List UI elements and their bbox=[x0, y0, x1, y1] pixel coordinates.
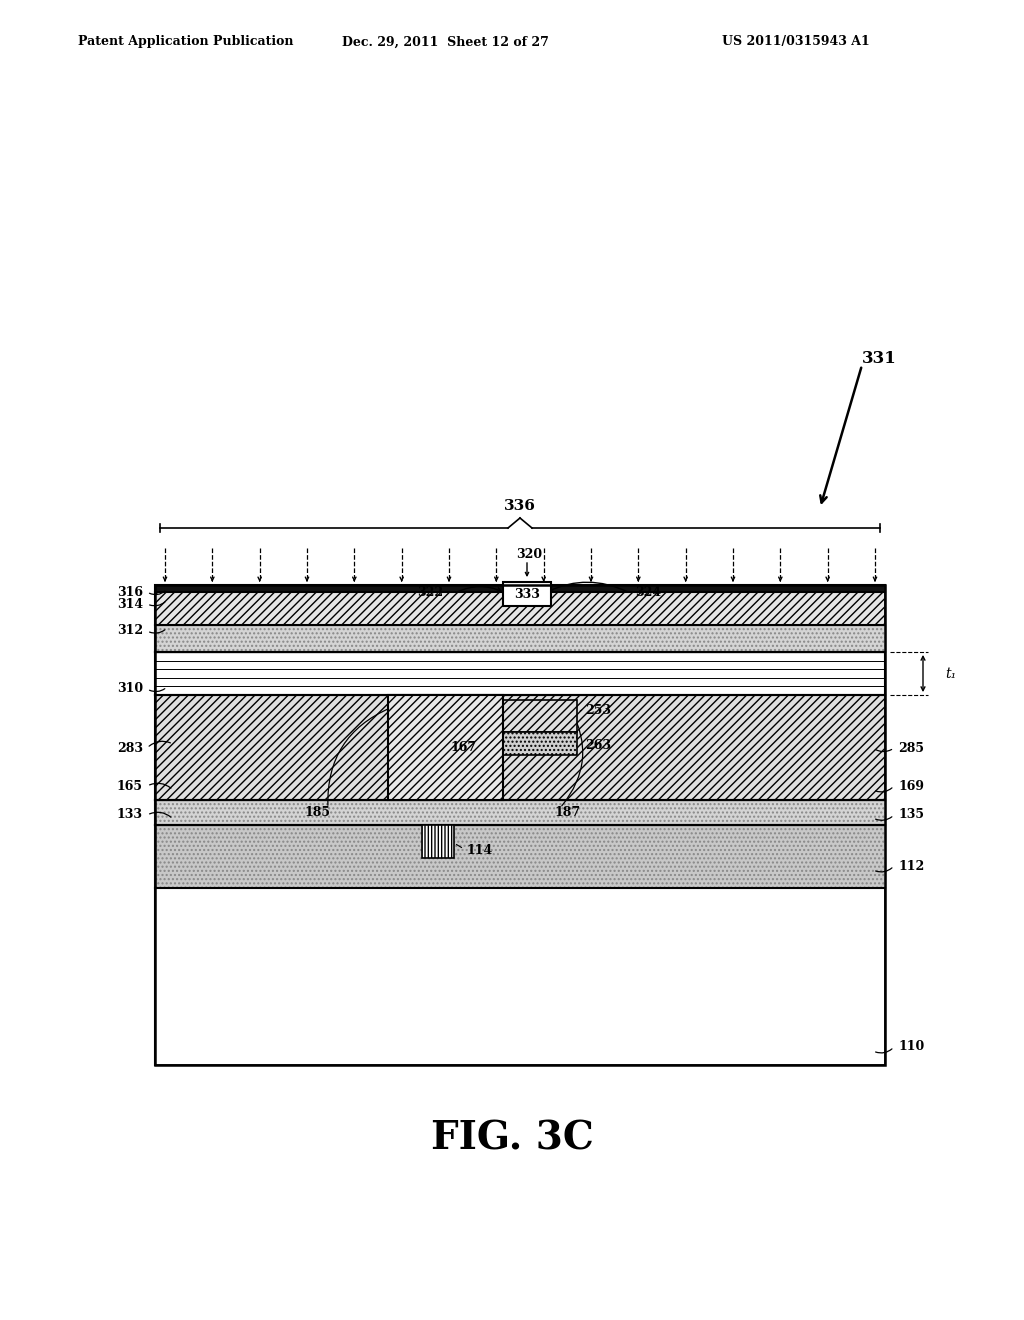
Text: 112: 112 bbox=[898, 859, 925, 873]
Bar bbox=[155, 888, 885, 1065]
Bar bbox=[155, 591, 885, 624]
Text: 314: 314 bbox=[117, 598, 143, 610]
Bar bbox=[472, 700, 578, 733]
Text: 165: 165 bbox=[117, 780, 143, 792]
Text: 336: 336 bbox=[504, 499, 536, 513]
Text: 169: 169 bbox=[898, 780, 924, 792]
Text: US 2011/0315943 A1: US 2011/0315943 A1 bbox=[722, 36, 869, 49]
Text: 310: 310 bbox=[117, 682, 143, 696]
Text: 114: 114 bbox=[466, 843, 493, 857]
Bar bbox=[155, 585, 885, 591]
Text: 110: 110 bbox=[898, 1040, 925, 1053]
Bar bbox=[155, 825, 885, 888]
Bar bbox=[155, 585, 885, 1065]
Text: 320: 320 bbox=[516, 548, 542, 561]
Bar bbox=[155, 624, 885, 652]
Text: 135: 135 bbox=[898, 808, 924, 821]
Text: 331: 331 bbox=[862, 350, 897, 367]
Text: 324: 324 bbox=[635, 586, 662, 598]
Text: 333: 333 bbox=[514, 587, 540, 601]
Text: 283: 283 bbox=[117, 742, 143, 755]
Text: 322: 322 bbox=[417, 586, 443, 598]
Bar bbox=[472, 733, 578, 755]
Text: 167: 167 bbox=[450, 741, 476, 754]
Bar bbox=[155, 591, 885, 624]
Bar bbox=[503, 582, 551, 606]
Bar bbox=[155, 825, 885, 888]
Text: 312: 312 bbox=[117, 624, 143, 638]
Text: FIG. 3C: FIG. 3C bbox=[430, 1119, 594, 1158]
Bar bbox=[387, 696, 503, 800]
Text: 263: 263 bbox=[586, 739, 611, 752]
Text: 185: 185 bbox=[305, 805, 331, 818]
Text: 253: 253 bbox=[586, 704, 611, 717]
Bar bbox=[155, 800, 885, 825]
Bar bbox=[155, 696, 885, 800]
Text: Dec. 29, 2011  Sheet 12 of 27: Dec. 29, 2011 Sheet 12 of 27 bbox=[342, 36, 549, 49]
Bar bbox=[155, 696, 885, 800]
Text: Patent Application Publication: Patent Application Publication bbox=[78, 36, 294, 49]
Text: 285: 285 bbox=[898, 742, 924, 755]
Bar bbox=[472, 700, 578, 733]
Bar bbox=[155, 800, 885, 825]
Text: t₁: t₁ bbox=[945, 667, 956, 681]
Bar bbox=[472, 733, 578, 755]
Text: 187: 187 bbox=[555, 805, 581, 818]
Bar bbox=[422, 825, 454, 858]
Bar bbox=[155, 624, 885, 652]
Bar bbox=[155, 585, 885, 1065]
Text: 133: 133 bbox=[117, 808, 143, 821]
Text: 316: 316 bbox=[117, 586, 143, 598]
